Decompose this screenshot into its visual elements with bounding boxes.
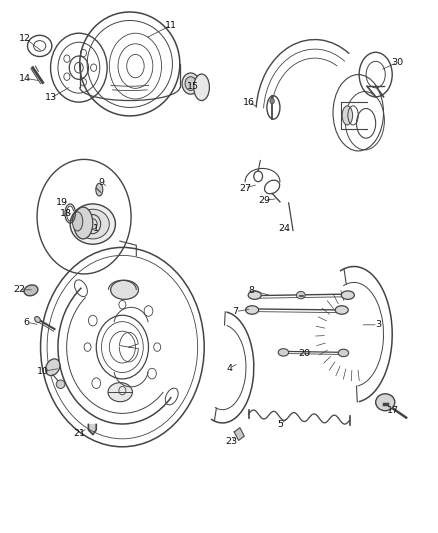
Ellipse shape [248,291,261,300]
Ellipse shape [72,212,83,231]
Ellipse shape [70,204,116,244]
Text: 12: 12 [19,34,32,43]
Circle shape [182,73,199,94]
Ellipse shape [35,317,40,322]
Ellipse shape [46,359,60,376]
Text: 10: 10 [37,367,49,376]
Polygon shape [234,427,244,440]
Text: 23: 23 [225,437,237,446]
Ellipse shape [74,207,93,239]
Ellipse shape [341,291,354,300]
Text: 21: 21 [73,429,85,438]
Text: 15: 15 [187,82,199,91]
Ellipse shape [111,280,138,300]
Ellipse shape [342,106,353,125]
Ellipse shape [76,209,110,239]
Ellipse shape [246,306,258,314]
Text: 16: 16 [243,98,254,107]
Text: 4: 4 [227,364,233,373]
Circle shape [185,77,196,91]
Polygon shape [120,241,136,256]
Ellipse shape [56,380,65,389]
Text: 6: 6 [24,318,30,327]
Ellipse shape [338,349,349,357]
Text: 9: 9 [99,178,105,187]
Text: 8: 8 [249,286,254,295]
Text: 19: 19 [56,198,67,207]
Ellipse shape [96,183,103,196]
Ellipse shape [297,292,305,299]
Ellipse shape [108,383,132,402]
Polygon shape [88,424,96,434]
Text: 24: 24 [278,224,290,233]
Ellipse shape [376,394,395,411]
Text: 3: 3 [375,320,381,329]
Ellipse shape [24,285,38,296]
Text: 13: 13 [46,93,57,102]
Text: 20: 20 [298,350,310,359]
Ellipse shape [278,349,289,356]
Text: 11: 11 [165,21,177,30]
Ellipse shape [335,306,348,314]
Text: 14: 14 [19,74,32,83]
Ellipse shape [194,74,209,101]
Text: 1: 1 [93,224,99,233]
Text: 29: 29 [259,196,271,205]
Text: 27: 27 [239,183,251,192]
Text: 18: 18 [60,209,72,218]
Text: 17: 17 [387,406,399,415]
Circle shape [270,99,274,104]
Text: 5: 5 [277,420,283,429]
Text: 30: 30 [392,58,403,67]
Text: 22: 22 [13,285,25,294]
Text: 7: 7 [233,307,239,316]
